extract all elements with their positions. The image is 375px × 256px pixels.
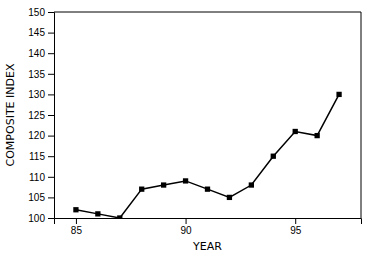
frame: [361, 12, 362, 218]
axis-line: [55, 219, 362, 225]
tick-mark: [186, 218, 187, 224]
series: [73, 92, 341, 218]
tick: 95: [290, 218, 302, 236]
tick-mark: [48, 74, 54, 75]
tick-label: 145: [28, 27, 45, 38]
tick-label: 90: [181, 225, 193, 236]
tick-mark: [76, 218, 77, 224]
tick-mark: [48, 94, 54, 95]
tick: 90: [181, 218, 193, 236]
axis-line: [48, 13, 55, 219]
marker: [117, 215, 122, 218]
tick-label: 150: [28, 7, 45, 18]
marker: [227, 195, 232, 200]
marker: [95, 211, 100, 216]
tick-mark: [295, 218, 296, 224]
plot-area: 85 90 95 100 105 110 115 120 125 130 135 140 145 150: [28, 7, 361, 236]
x-axis: 85 90 95: [55, 218, 362, 236]
marker: [139, 187, 144, 192]
frame: [54, 12, 361, 13]
tick-label: 140: [28, 48, 45, 59]
tick-mark: [48, 115, 54, 116]
marker: [73, 207, 78, 212]
tick-label: 115: [29, 151, 45, 162]
tick-label: 135: [28, 69, 45, 80]
tick-label: 105: [28, 192, 45, 203]
tick: 120: [28, 130, 54, 141]
tick: 85: [71, 218, 83, 236]
tick-label: 120: [28, 130, 45, 141]
line: [76, 94, 339, 218]
y-axis-title: COMPOSITE INDEX: [4, 63, 17, 166]
tick-mark: [48, 136, 54, 137]
tick-mark: [48, 197, 54, 198]
tick: 115: [29, 151, 54, 162]
marker: [161, 182, 166, 187]
marker: [183, 178, 188, 183]
tick-mark: [48, 12, 54, 13]
tick: 105: [28, 192, 54, 203]
tick-label: 95: [290, 225, 302, 236]
tick: 130: [28, 89, 54, 100]
marker: [271, 154, 276, 159]
chart: 85 90 95 100 105 110 115 120 125 130 135 140 145 150 Y…: [0, 0, 375, 256]
tick-label: 100: [28, 213, 45, 224]
marker: [314, 133, 319, 138]
tick-mark: [48, 156, 54, 157]
tick-label: 85: [71, 225, 83, 236]
marker: [249, 182, 254, 187]
tick: 135: [28, 69, 54, 80]
tick: 125: [28, 110, 54, 121]
marker: [336, 92, 341, 97]
tick-mark: [48, 53, 54, 54]
tick-label: 110: [29, 172, 45, 183]
y-axis: 100 105 110 115 120 125 130 135 140 145 150: [28, 7, 54, 224]
marker: [293, 129, 298, 134]
tick: 150: [28, 7, 54, 18]
x-axis-title: YEAR: [192, 240, 222, 253]
tick: 100: [28, 213, 54, 224]
tick-mark: [48, 177, 54, 178]
tick: 145: [28, 27, 54, 38]
tick: 140: [28, 48, 54, 59]
tick-mark: [48, 218, 54, 219]
marker: [205, 187, 210, 192]
tick: 110: [29, 172, 54, 183]
tick-label: 125: [28, 110, 45, 121]
tick-label: 130: [28, 89, 45, 100]
tick-mark: [48, 33, 54, 34]
